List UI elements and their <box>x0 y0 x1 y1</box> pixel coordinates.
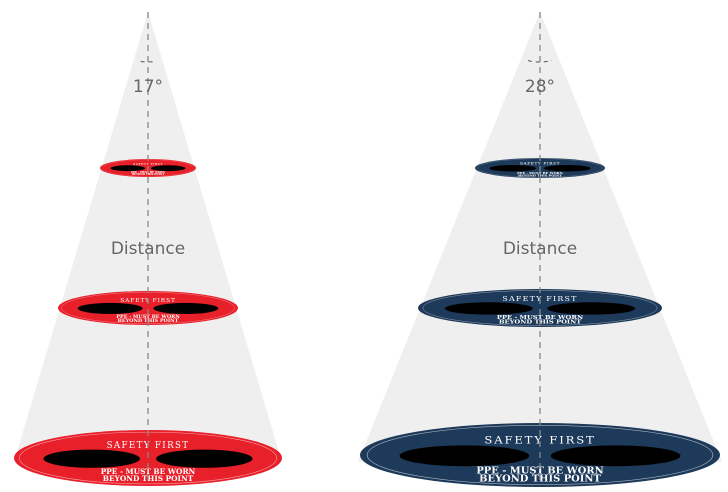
sign-hole <box>110 165 146 172</box>
sign-line-2: BEYOND THIS POINT <box>518 174 562 177</box>
sign-hole <box>77 302 143 314</box>
distance-label: Distance <box>503 239 577 259</box>
sign-top-text: SAFETY FIRST <box>520 162 560 165</box>
angle-arc <box>527 60 553 63</box>
angle-label: 17° <box>133 77 163 97</box>
sign-line-1: PPE - MUST BE WORN <box>131 171 166 174</box>
sign-body <box>418 289 662 327</box>
sign-line-1: PPE - MUST BE WORN <box>101 467 196 476</box>
distance-label: Distance <box>111 239 185 259</box>
sign-hole <box>156 449 253 468</box>
sign-top-text: SAFETY FIRST <box>484 434 595 446</box>
sign-line-1: PPE - MUST BE WORN <box>497 314 584 320</box>
sign-body <box>57 291 238 325</box>
sign-hole <box>543 165 591 172</box>
sign-line-2: BEYOND THIS POINT <box>132 173 164 176</box>
sign-hole <box>43 449 140 468</box>
sign-hole <box>547 302 636 315</box>
angle-arc <box>140 60 156 63</box>
sign-hole <box>153 302 219 314</box>
sign-hole <box>444 302 533 315</box>
sign-top-text: SAFETY FIRST <box>133 162 163 166</box>
sign-line-1: PPE - MUST BE WORN <box>116 314 180 320</box>
sign-line-1: PPE - MUST BE WORN <box>476 466 604 476</box>
sign-hole <box>550 445 681 467</box>
angle-label: 28° <box>525 77 555 97</box>
sign-top-text: SAFETY FIRST <box>107 441 190 451</box>
sign-hole <box>489 165 537 172</box>
sign-hole <box>399 445 530 467</box>
sign-hole <box>150 165 186 172</box>
sign-ring <box>366 425 714 485</box>
sign-line-1: PPE - MUST BE WORN <box>517 171 563 174</box>
